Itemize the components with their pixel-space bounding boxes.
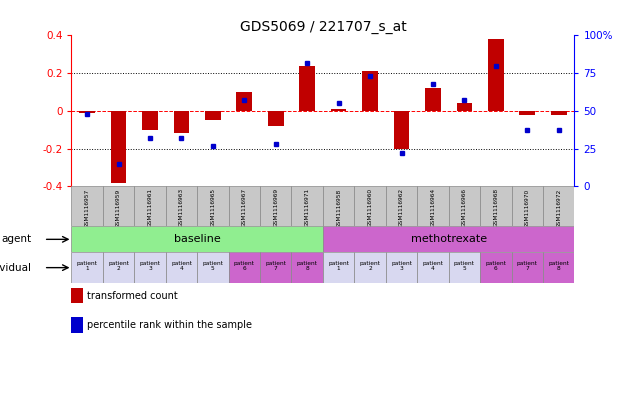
Bar	[197, 252, 229, 283]
Text: patient
5: patient 5	[202, 261, 224, 271]
Text: transformed count: transformed count	[87, 290, 178, 301]
Bar	[166, 252, 197, 283]
Bar	[323, 252, 355, 283]
Bar	[551, 111, 566, 115]
Text: GSM1116968: GSM1116968	[493, 188, 498, 228]
Bar	[362, 71, 378, 111]
Text: GSM1116969: GSM1116969	[273, 188, 278, 228]
Text: GSM1116962: GSM1116962	[399, 188, 404, 228]
Bar	[543, 186, 574, 226]
Bar	[425, 88, 441, 111]
Bar	[134, 252, 166, 283]
Bar	[449, 252, 480, 283]
Bar	[449, 186, 480, 226]
Bar	[386, 186, 417, 226]
Text: patient
8: patient 8	[548, 261, 569, 271]
Text: patient
6: patient 6	[234, 261, 255, 271]
Text: GSM1116970: GSM1116970	[525, 188, 530, 228]
Text: GSM1116961: GSM1116961	[148, 188, 153, 227]
Bar	[268, 111, 284, 126]
Bar	[323, 226, 574, 252]
Text: methotrexate: methotrexate	[410, 234, 487, 244]
Bar	[291, 186, 323, 226]
Bar	[205, 111, 220, 120]
Bar	[456, 103, 472, 111]
Text: patient
2: patient 2	[108, 261, 129, 271]
Bar	[166, 186, 197, 226]
Bar	[323, 186, 355, 226]
Title: GDS5069 / 221707_s_at: GDS5069 / 221707_s_at	[240, 20, 406, 34]
Text: patient
1: patient 1	[77, 261, 97, 271]
Text: patient
5: patient 5	[454, 261, 475, 271]
Bar	[480, 186, 512, 226]
Text: patient
4: patient 4	[422, 261, 443, 271]
Bar	[174, 111, 189, 134]
Text: patient
3: patient 3	[140, 261, 160, 271]
Text: patient
3: patient 3	[391, 261, 412, 271]
Bar	[512, 252, 543, 283]
Bar	[111, 111, 127, 182]
Bar	[142, 111, 158, 130]
Bar	[355, 252, 386, 283]
Text: patient
7: patient 7	[517, 261, 538, 271]
Bar	[79, 111, 95, 113]
Text: patient
8: patient 8	[297, 261, 317, 271]
Text: patient
7: patient 7	[265, 261, 286, 271]
Bar	[299, 66, 315, 111]
Text: GSM1116959: GSM1116959	[116, 188, 121, 228]
Text: GSM1116963: GSM1116963	[179, 188, 184, 228]
Bar	[488, 39, 504, 111]
Text: baseline: baseline	[174, 234, 220, 244]
Bar	[229, 252, 260, 283]
Bar	[103, 252, 134, 283]
Bar	[417, 186, 449, 226]
Bar	[543, 252, 574, 283]
Bar	[237, 92, 252, 111]
Bar	[71, 252, 103, 283]
Text: GSM1116967: GSM1116967	[242, 188, 247, 228]
Text: GSM1116960: GSM1116960	[368, 188, 373, 228]
Bar	[103, 186, 134, 226]
Bar	[197, 186, 229, 226]
Text: GSM1116972: GSM1116972	[556, 188, 561, 228]
Bar	[394, 111, 409, 149]
Text: GSM1116964: GSM1116964	[430, 188, 435, 228]
Bar	[71, 226, 323, 252]
Text: GSM1116965: GSM1116965	[211, 188, 215, 228]
Text: GSM1116957: GSM1116957	[84, 188, 89, 228]
Bar	[331, 109, 347, 111]
Bar	[417, 252, 449, 283]
Bar	[355, 186, 386, 226]
Bar	[229, 186, 260, 226]
Bar	[480, 252, 512, 283]
Bar	[519, 111, 535, 115]
Bar	[260, 252, 291, 283]
Text: GSM1116966: GSM1116966	[462, 188, 467, 227]
Bar	[71, 186, 103, 226]
Text: individual: individual	[0, 263, 31, 273]
Text: patient
6: patient 6	[486, 261, 506, 271]
Text: GSM1116971: GSM1116971	[305, 188, 310, 228]
Bar	[386, 252, 417, 283]
Text: agent: agent	[1, 234, 31, 244]
Text: patient
1: patient 1	[329, 261, 349, 271]
Bar	[134, 186, 166, 226]
Bar	[260, 186, 291, 226]
Text: patient
4: patient 4	[171, 261, 192, 271]
Bar	[512, 186, 543, 226]
Text: patient
2: patient 2	[360, 261, 381, 271]
Text: GSM1116958: GSM1116958	[336, 188, 341, 228]
Bar	[291, 252, 323, 283]
Text: percentile rank within the sample: percentile rank within the sample	[87, 320, 252, 330]
